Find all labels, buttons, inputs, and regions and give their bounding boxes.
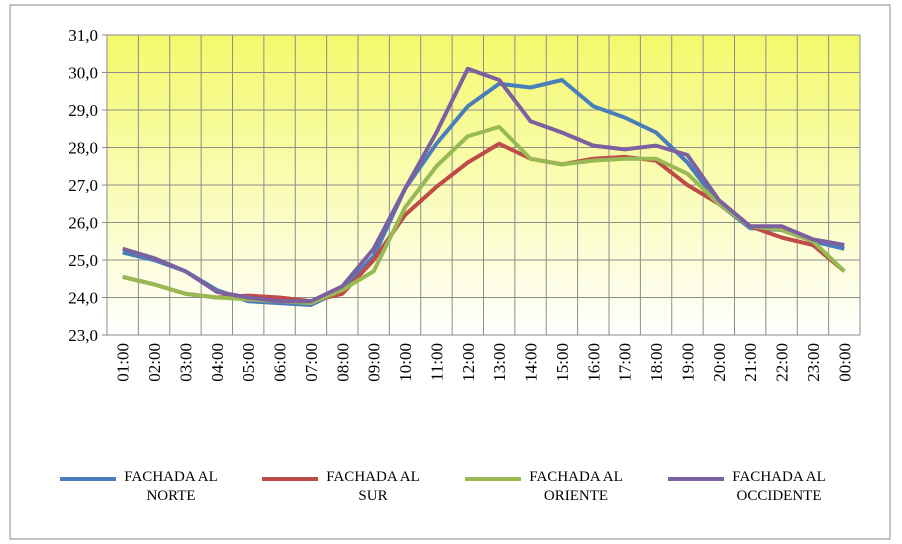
x-tick-label: 16:00 [584, 343, 603, 382]
x-tick-label: 00:00 [835, 343, 854, 382]
y-tick-label: 27,0 [68, 176, 98, 195]
x-tick-label: 11:00 [427, 343, 446, 381]
y-tick-label: 30,0 [68, 64, 98, 83]
y-tick-label: 26,0 [68, 214, 98, 233]
legend-swatch [262, 477, 318, 481]
legend-label: FACHADA AL SUR [326, 469, 420, 504]
x-tick-label: 20:00 [710, 343, 729, 382]
x-tick-label: 10:00 [396, 343, 415, 382]
x-tick-label: 01:00 [114, 343, 133, 382]
x-tick-label: 19:00 [678, 343, 697, 382]
legend-swatch [465, 477, 521, 481]
legend-swatch [668, 477, 724, 481]
legend-item: FACHADA AL SUR [262, 468, 462, 512]
legend-label: FACHADA AL ORIENTE [529, 469, 623, 504]
x-tick-label: 14:00 [522, 343, 541, 382]
x-tick-label: 17:00 [616, 343, 635, 382]
x-tick-label: 21:00 [741, 343, 760, 382]
y-tick-label: 25,0 [68, 251, 98, 270]
legend-item: FACHADA AL NORTE [60, 468, 260, 512]
x-tick-label: 05:00 [239, 343, 258, 382]
x-tick-label: 13:00 [490, 343, 509, 382]
legend-label: FACHADA AL OCCIDENTE [732, 469, 826, 504]
x-tick-label: 15:00 [553, 343, 572, 382]
x-tick-label: 23:00 [804, 343, 823, 382]
y-tick-label: 23,0 [68, 326, 98, 345]
x-tick-label: 03:00 [176, 343, 195, 382]
legend-swatch [60, 477, 116, 481]
series-line [122, 124, 846, 306]
x-tick-label: 09:00 [365, 343, 384, 382]
legend-item: FACHADA AL ORIENTE [465, 468, 665, 512]
x-tick-label: 07:00 [302, 343, 321, 382]
x-tick-label: 02:00 [145, 343, 164, 382]
y-tick-label: 29,0 [68, 101, 98, 120]
x-tick-label: 06:00 [271, 343, 290, 382]
x-tick-label: 08:00 [333, 343, 352, 382]
legend-item: FACHADA AL OCCIDENTE [668, 468, 868, 512]
x-tick-label: 12:00 [459, 343, 478, 382]
y-tick-label: 31,0 [68, 26, 98, 45]
x-tick-label: 18:00 [647, 343, 666, 382]
legend-label: FACHADA AL NORTE [124, 469, 218, 504]
x-tick-label: 04:00 [208, 343, 227, 382]
y-tick-label: 24,0 [68, 289, 98, 308]
series-line [122, 66, 845, 304]
x-tick-label: 22:00 [773, 343, 792, 382]
y-tick-label: 28,0 [68, 139, 98, 158]
